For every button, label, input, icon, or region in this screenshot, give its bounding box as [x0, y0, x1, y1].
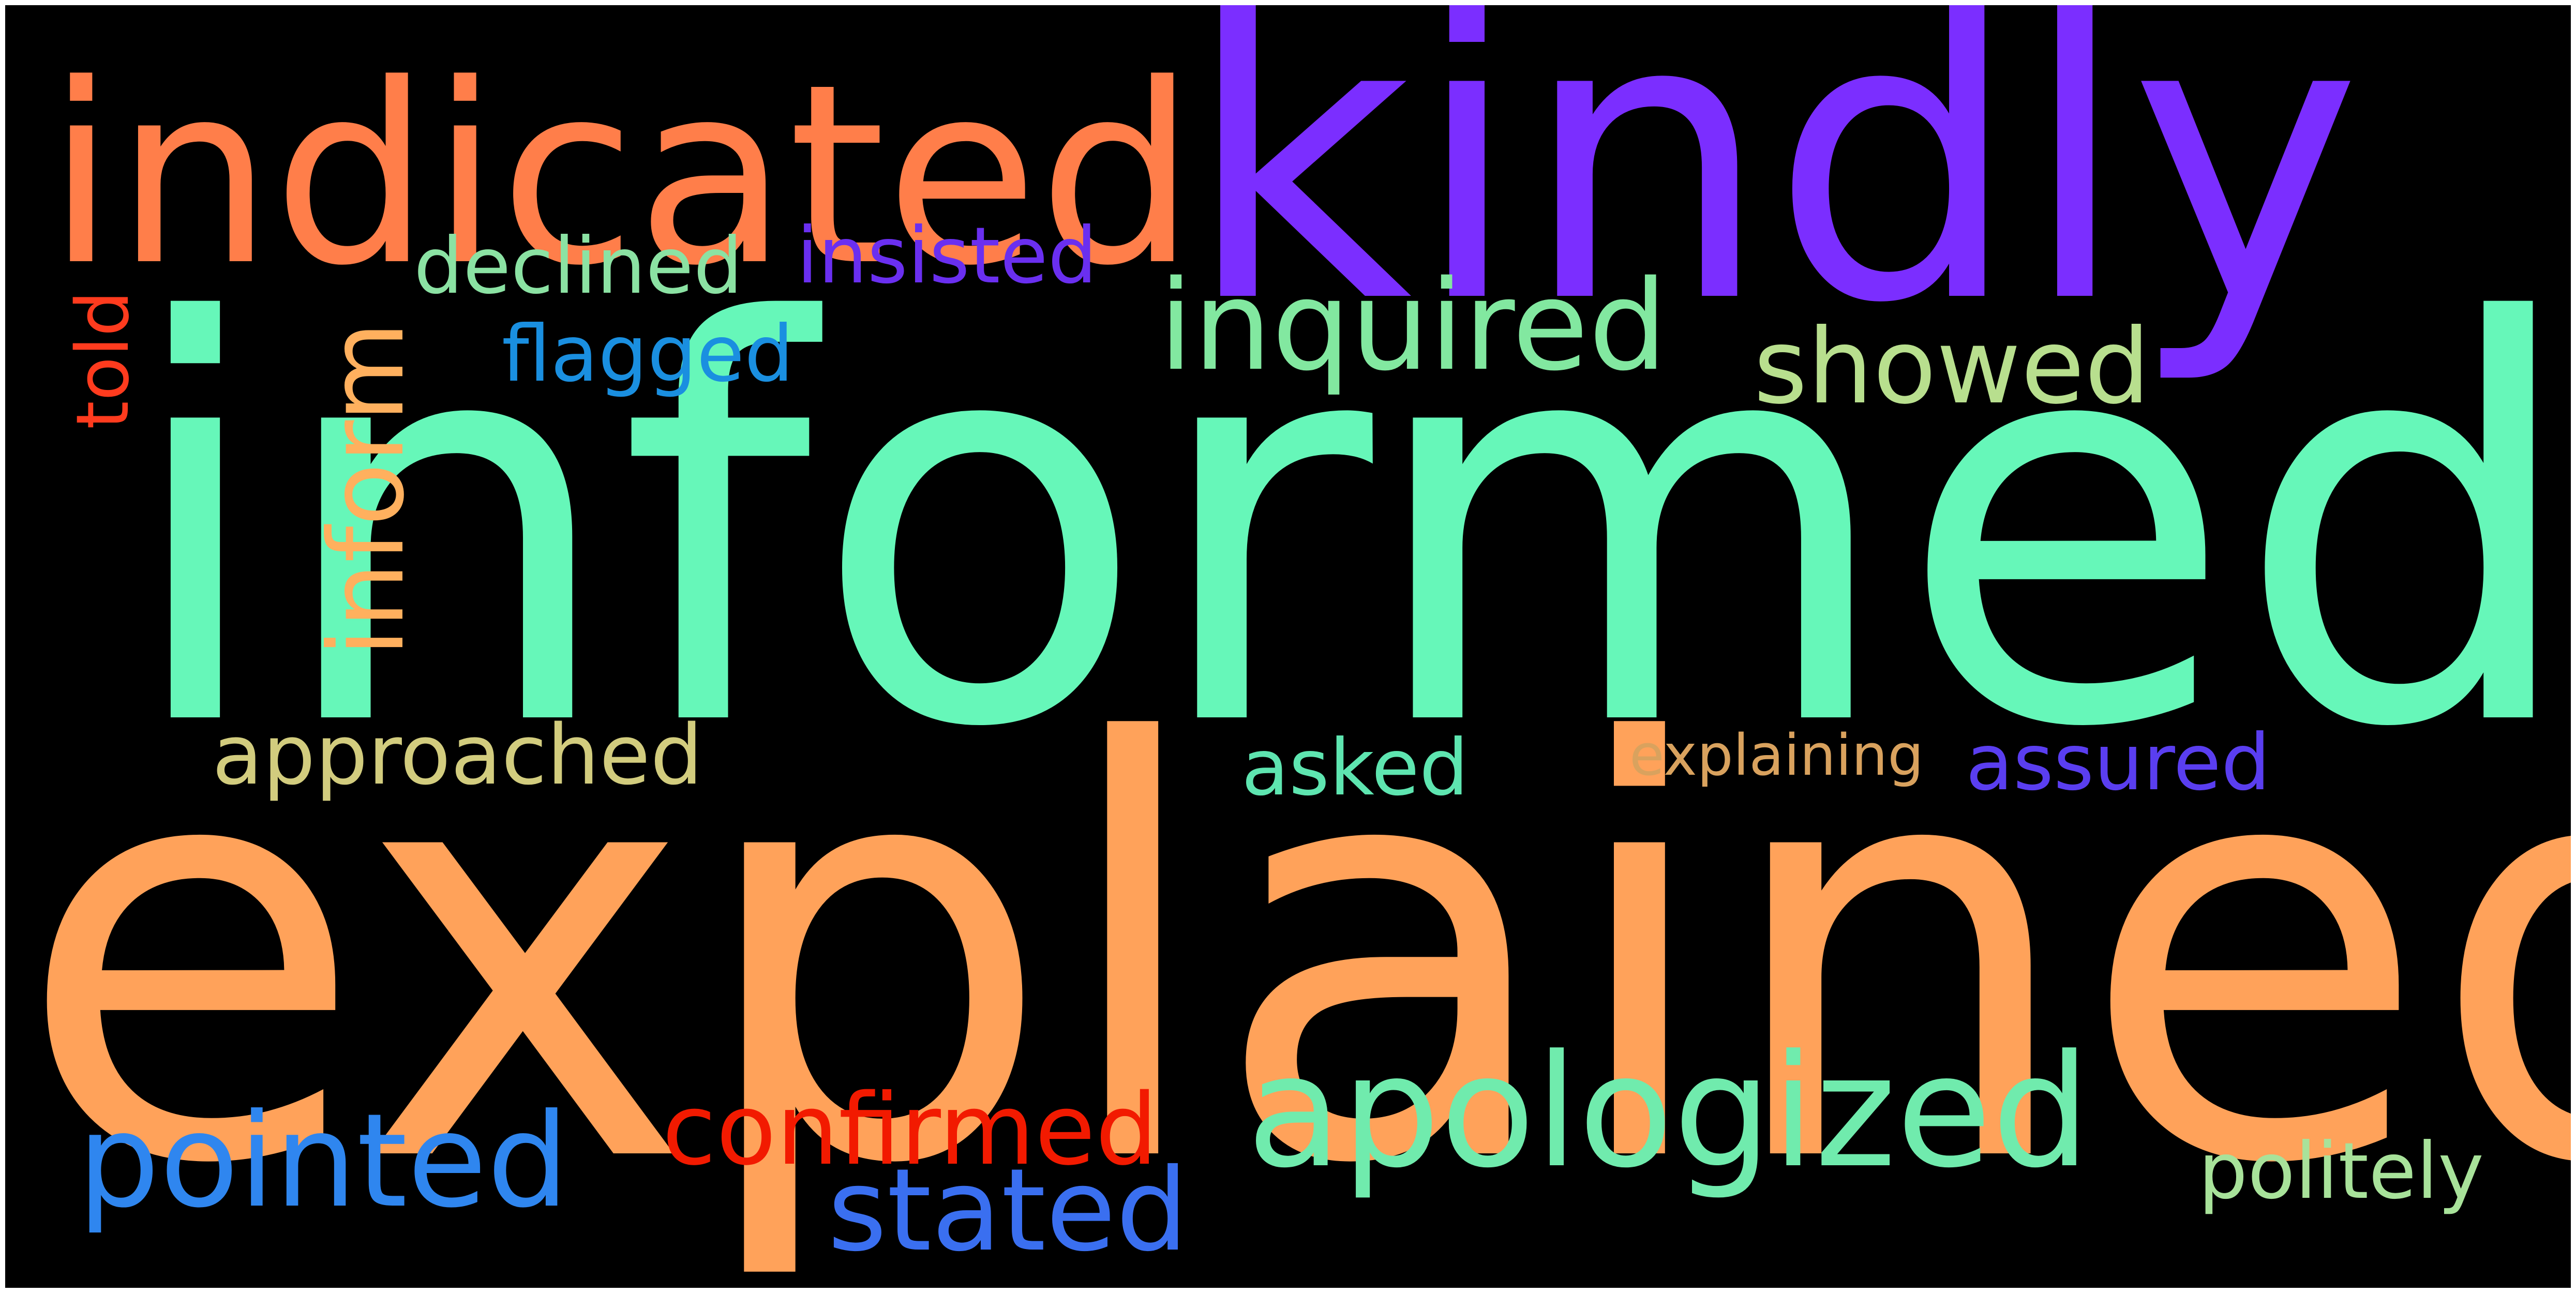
word-kindly: kindly	[1185, 5, 2362, 389]
word-told: told	[61, 290, 145, 429]
word-informed: informed	[119, 208, 2571, 847]
word-confirmed: confirmed	[662, 1073, 1158, 1187]
word-explaining: explaining	[1629, 722, 1924, 788]
word-inform: inform	[307, 321, 427, 657]
word-inquired: inquired	[1159, 253, 1668, 398]
word-apologized: apologized	[1247, 1021, 2090, 1202]
word-declined: declined	[414, 221, 743, 311]
word-indicated: indicated	[47, 31, 1196, 320]
word-assured: assured	[1966, 718, 2271, 808]
word-showed: showed	[1754, 307, 2150, 427]
word-cloud: kindly indicated informed explained apol…	[5, 5, 2571, 1288]
word-politely: politely	[2198, 1126, 2484, 1216]
word-insisted: insisted	[797, 211, 1098, 301]
word-explained: explained	[16, 626, 2571, 1288]
word-flagged: flagged	[502, 309, 794, 399]
word-pointed: pointed	[78, 1086, 570, 1236]
word-stated: stated	[828, 1144, 1188, 1276]
word-approached: approached	[212, 706, 703, 803]
word-asked: asked	[1241, 723, 1469, 813]
